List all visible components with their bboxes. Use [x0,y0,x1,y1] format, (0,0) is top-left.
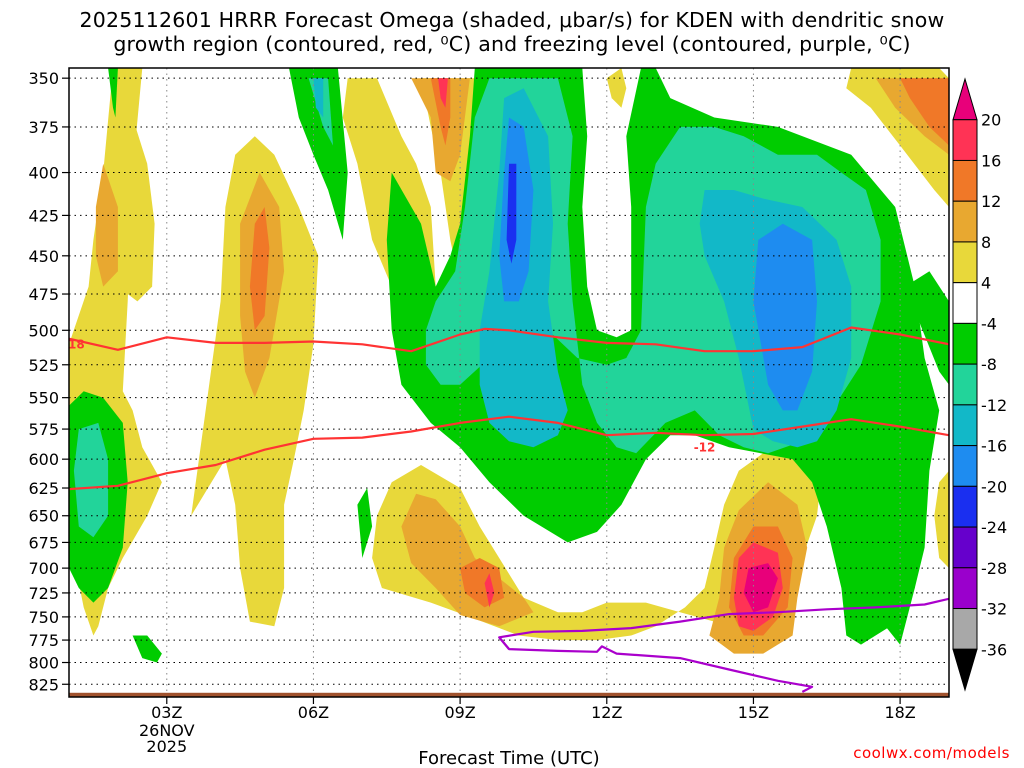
credit-text[interactable]: coolwx.com/models [853,744,1010,762]
colorbar-label--16: -16 [981,437,1007,456]
y-tick-label-625: 625 [28,479,59,498]
colorbar-label--36: -36 [981,640,1007,659]
omega-region-level-8 [95,163,118,287]
omega-region-level-16 [438,78,448,108]
omega-region-level--4 [905,271,949,385]
y-tick-label-675: 675 [28,533,59,552]
colorbar-bin-20 [952,77,978,121]
colorbar-label-16: 16 [981,151,1001,170]
contour-minus18-0 [69,326,949,353]
omega-region-level--8 [73,422,109,538]
plot-frame [68,67,950,698]
colorbar-bin--4to4 [952,282,978,324]
y-tick-label-525: 525 [28,356,59,375]
omega-region-level-4 [934,470,949,569]
x-tick-label-12Z: 12Z [591,703,622,722]
y-tick-label-650: 650 [28,507,59,526]
y-tick-label-775: 775 [28,631,59,650]
chart-title-line-1: 2025112601 HRRR Forecast Omega (shaded, … [79,8,945,32]
colorbar-bin--36to-32 [952,608,978,650]
x-tick-label-09Z: 09Z [444,703,475,722]
colorbar-bin--16to-12 [952,404,978,447]
plot-area: -18 -12 [63,68,949,697]
y-tick-label-550: 550 [28,389,59,408]
contour-0-3 [498,636,814,693]
grid-lines [69,68,949,697]
colorbar-bin--20to-16 [952,445,978,487]
colorbar-label-20: 20 [981,111,1001,130]
colorbar-label--12: -12 [981,396,1007,415]
omega-region-level--16 [499,117,534,302]
colorbar-bin--36 [952,648,978,692]
y-tick-label-500: 500 [28,321,59,340]
omega-region-level--12 [313,78,324,118]
surface-ground [69,692,949,697]
colorbar-bin--8to-4 [952,322,978,365]
y-tick-label-450: 450 [28,247,59,266]
colorbar-label-8: 8 [981,233,991,252]
contour-label-minus18: -18 [63,337,85,351]
colorbar-bin--28to-24 [952,526,978,569]
y-tick-label-375: 375 [28,118,59,137]
colorbar-label--20: -20 [981,477,1007,496]
omega-region-level--4 [885,482,920,645]
contour-label-minus12: -12 [694,440,716,454]
y-tick-label-725: 725 [28,584,59,603]
omega-region-level-12 [249,207,270,331]
colorbar-bin-16to20 [952,119,978,161]
colorbar-label--24: -24 [981,518,1007,537]
x-tick-sublabel-1: 2025 [146,737,187,756]
colorbar-label-12: 12 [981,192,1001,211]
omega-region-level-8 [411,78,470,182]
colorbar-label-4: 4 [981,274,991,293]
y-tick-label-800: 800 [28,654,59,673]
omega-region-level--16 [753,223,817,411]
omega-region-level-4 [606,68,627,108]
omega-region-level--4 [289,68,348,240]
contour-minus12-1 [69,415,949,491]
omega-region-level-20 [743,563,778,613]
y-tick-label-350: 350 [28,69,59,88]
colorbar: 20 16 12 8 4 -4 -8 -12 -16 -20 -24 -28 -32 -36 [952,77,1007,692]
y-tick-label-425: 425 [28,206,59,225]
y-tick-label-700: 700 [28,559,59,578]
y-tick-label-600: 600 [28,450,59,469]
colorbar-bin-8to12 [952,200,978,243]
y-tick-label-400: 400 [28,164,59,183]
omega-region-level--4 [108,68,118,118]
omega-region-level--20 [506,163,517,264]
omega-region-level-12 [900,78,949,146]
colorbar-label--28: -28 [981,559,1007,578]
omega-region-level-16 [484,573,495,608]
x-tick-label-15Z: 15Z [738,703,769,722]
colorbar-label--4: -4 [981,314,997,333]
contour-0-2 [498,597,949,650]
contour-lines: -18 -12 [63,326,949,693]
colorbar-label--8: -8 [981,355,997,374]
x-tick-sublabel-0: 26NOV [139,721,195,740]
colorbar-bin--24to-20 [952,485,978,528]
colorbar-bin--12to-8 [952,363,978,406]
chart-title-line-2: growth region (contoured, red, ⁰C) and f… [113,32,911,56]
y-tick-label-825: 825 [28,675,59,694]
y-tick-label-750: 750 [28,608,59,627]
omega-shading [69,68,949,663]
colorbar-bin--32to-28 [952,567,978,610]
colorbar-bin-4to8 [952,241,978,284]
x-tick-label-03Z: 03Z [151,703,182,722]
y-tick-label-475: 475 [28,285,59,304]
x-axis-title: Forecast Time (UTC) [418,748,599,768]
colorbar-bin-12to16 [952,159,978,202]
x-tick-label-06Z: 06Z [298,703,329,722]
y-tick-label-575: 575 [28,420,59,439]
chart-title: 2025112601 HRRR Forecast Omega (shaded, … [0,8,1024,56]
colorbar-label--32: -32 [981,600,1007,619]
omega-region-level--4 [357,488,373,558]
omega-region-level--4 [132,635,162,663]
x-tick-label-18Z: 18Z [884,703,915,722]
y-axis: 350 375 400 425 450 475 500 525 550 575 600 625 650 6… [28,69,69,694]
omega-region-level-4 [117,117,155,302]
